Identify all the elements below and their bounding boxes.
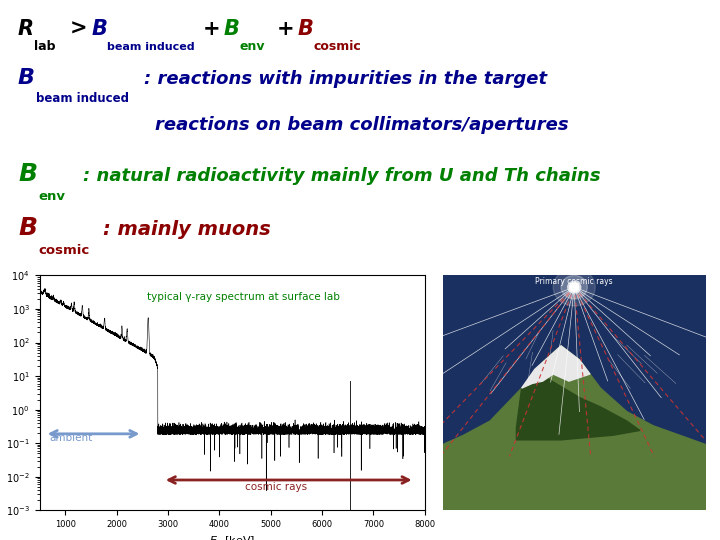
Text: R: R <box>18 19 34 39</box>
Text: beam induced: beam induced <box>107 42 195 52</box>
Text: Primary cosmic rays: Primary cosmic rays <box>536 276 613 286</box>
Polygon shape <box>443 449 706 510</box>
Circle shape <box>553 268 595 306</box>
Text: env: env <box>38 190 65 203</box>
Text: reactions on beam collimators/apertures: reactions on beam collimators/apertures <box>155 116 568 133</box>
Text: B: B <box>18 68 35 87</box>
Text: +: + <box>277 19 294 39</box>
Text: B: B <box>18 162 37 186</box>
Text: >: > <box>70 19 87 39</box>
Text: : mainly muons: : mainly muons <box>103 220 271 239</box>
Polygon shape <box>443 346 706 510</box>
Circle shape <box>561 275 588 299</box>
Polygon shape <box>521 346 590 388</box>
Text: env: env <box>239 40 264 53</box>
Text: : reactions with impurities in the target: : reactions with impurities in the targe… <box>144 70 547 87</box>
Circle shape <box>570 283 579 292</box>
Text: B: B <box>18 216 37 240</box>
Text: cosmic: cosmic <box>313 40 361 53</box>
Text: : natural radioactivity mainly from U and Th chains: : natural radioactivity mainly from U an… <box>83 167 600 185</box>
Text: beam induced: beam induced <box>36 91 129 105</box>
Text: +: + <box>203 19 220 39</box>
Text: cosmic: cosmic <box>38 244 89 257</box>
Text: B: B <box>297 19 313 39</box>
Text: lab: lab <box>34 40 55 53</box>
Text: B: B <box>223 19 239 39</box>
Circle shape <box>567 281 581 293</box>
Text: typical γ-ray spectrum at surface lab: typical γ-ray spectrum at surface lab <box>148 292 341 302</box>
Text: B: B <box>91 19 107 39</box>
Text: ambient: ambient <box>50 433 93 442</box>
Polygon shape <box>516 379 640 440</box>
X-axis label: $E_\gamma$ [keV]: $E_\gamma$ [keV] <box>209 535 256 540</box>
Text: cosmic rays: cosmic rays <box>245 482 307 492</box>
